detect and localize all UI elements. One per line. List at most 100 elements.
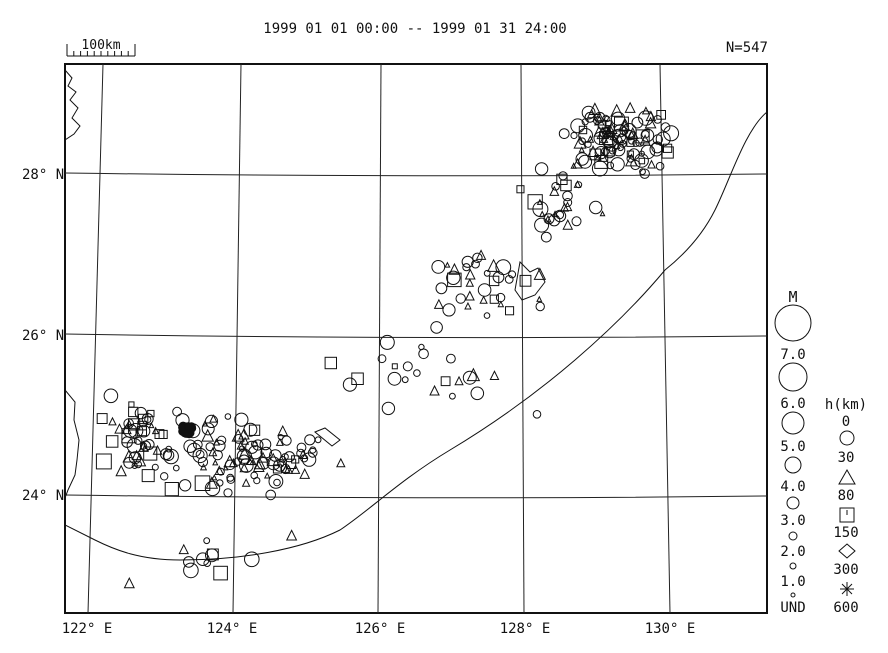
earthquake-symbol	[178, 479, 192, 492]
earthquake-symbol	[635, 129, 650, 144]
earthquake-symbol	[160, 472, 169, 481]
earthquake-symbol	[508, 270, 517, 279]
earthquake-symbol	[605, 125, 616, 136]
earthquake-symbol	[133, 436, 143, 445]
earthquake-symbol	[183, 556, 195, 568]
earthquake-symbol	[572, 157, 583, 169]
date-range-title: 1999 01 01 00:00 -- 1999 01 31 24:00	[263, 21, 566, 37]
earthquake-symbol	[638, 110, 654, 126]
earthquake-symbol	[309, 446, 317, 454]
earthquake-symbol	[534, 162, 549, 176]
earthquake-symbol	[285, 529, 298, 541]
earthquake-symbol	[212, 449, 223, 461]
earthquake-symbol	[212, 459, 219, 466]
earthquake-symbol	[137, 424, 151, 438]
earthquake-symbol	[143, 439, 155, 450]
earthquake-symbol	[532, 201, 549, 218]
earthquake-symbol	[248, 424, 261, 436]
earthquake-symbol	[624, 101, 636, 113]
earthquake-symbol	[105, 435, 119, 448]
lat-label-24: 24° N	[22, 488, 64, 504]
depth-label-0: 0	[842, 414, 850, 430]
earthquake-symbol	[121, 428, 137, 444]
earthquake-symbol	[223, 488, 233, 498]
earthquake-symbol	[563, 198, 573, 207]
mag-symbol-1	[789, 562, 797, 570]
earthquake-symbol	[95, 453, 112, 470]
depth-legend-title: h(km)	[825, 397, 867, 413]
earthquake-symbol	[479, 295, 488, 304]
earthquake-symbol	[134, 460, 142, 469]
earthquake-symbol	[462, 370, 477, 385]
earthquake-symbol	[551, 182, 560, 191]
earthquake-symbol	[628, 137, 635, 145]
mag-label-5: 5.0	[780, 439, 805, 455]
earthquake-symbol	[203, 537, 211, 545]
lat-label-26: 26° N	[22, 328, 64, 344]
earthquake-symbol	[178, 543, 190, 555]
earthquake-symbol	[466, 367, 481, 382]
earthquake-symbol	[418, 348, 429, 360]
earthquake-symbol	[123, 423, 138, 438]
earthquake-symbol	[201, 428, 215, 442]
earthquake-symbol	[553, 209, 567, 223]
earthquake-symbol	[201, 422, 215, 436]
earthquake-symbol	[639, 168, 646, 176]
earthquake-symbol	[134, 406, 148, 420]
longitude-line-128	[520, 64, 525, 613]
earthquake-symbol	[651, 141, 664, 154]
earthquake-symbol	[483, 269, 491, 277]
earthquake-symbol	[205, 442, 215, 452]
mag-label-2: 2.0	[780, 544, 805, 560]
earthquake-symbol	[115, 464, 127, 477]
earthquake-symbol	[605, 120, 612, 127]
earthquake-symbol	[238, 445, 246, 452]
earthquake-symbol	[192, 439, 203, 450]
earthquake-symbol	[630, 159, 641, 171]
island-okinawa	[514, 260, 546, 301]
earthquake-symbol	[571, 216, 582, 227]
earthquake-symbol	[201, 419, 209, 427]
earthquake-symbol	[611, 111, 626, 126]
longitude-line-122	[87, 64, 104, 613]
earthquake-symbol	[647, 159, 657, 169]
earthquake-symbol	[488, 275, 500, 287]
earthquake-symbol	[610, 103, 624, 117]
earthquake-symbol	[446, 270, 461, 285]
earthquake-symbol	[536, 295, 543, 302]
earthquake-symbol	[268, 474, 284, 489]
earthquake-symbol	[435, 282, 448, 295]
earthquake-symbol	[273, 478, 281, 487]
earthquake-symbol	[241, 478, 251, 487]
earthquake-symbol	[448, 262, 461, 275]
depth-label-80: 80	[838, 488, 855, 504]
earthquake-symbol	[252, 439, 264, 451]
earthquake-symbol	[204, 480, 221, 497]
earthquake-symbol	[589, 200, 603, 215]
earthquake-symbol	[594, 114, 605, 126]
earthquake-symbol	[586, 108, 597, 119]
earthquake-symbol	[663, 125, 680, 142]
earthquake-symbol	[96, 413, 108, 425]
earthquake-symbol	[128, 401, 135, 408]
earthquake-symbol	[483, 312, 491, 319]
earthquake-symbol	[234, 412, 249, 427]
mag-symbol-7	[774, 304, 812, 342]
earthquake-symbol	[172, 406, 183, 417]
earthquake-symbol	[578, 125, 588, 135]
earthquake-symbol	[470, 386, 485, 401]
earthquake-symbol	[184, 422, 193, 432]
coastlines	[65, 69, 767, 561]
earthquake-symbol	[475, 249, 487, 260]
latitude-line-26	[65, 333, 767, 339]
earthquake-symbol	[248, 445, 263, 460]
earthquake-symbol	[158, 429, 168, 439]
lon-label-124: 124° E	[207, 621, 258, 637]
mag-label-3: 3.0	[780, 513, 805, 529]
earthquake-symbol	[402, 361, 413, 372]
earthquake-symbols	[95, 101, 680, 589]
earthquake-symbol	[239, 462, 250, 473]
earthquake-symbol	[639, 168, 650, 179]
mag-label-7: 7.0	[780, 347, 805, 363]
longitude-line-124	[232, 64, 242, 613]
